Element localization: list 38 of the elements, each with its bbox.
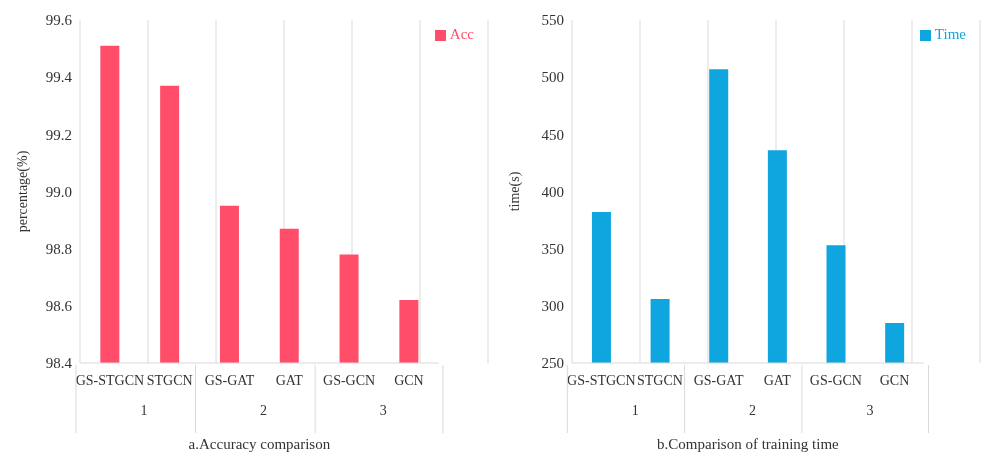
legend-label: Time	[934, 26, 966, 42]
y-tick-label: 250	[541, 355, 564, 372]
y-tick-label: 500	[541, 69, 564, 86]
x-tick-label: STGCN	[146, 373, 193, 388]
legend-label: Acc	[449, 26, 474, 42]
text: 2	[260, 403, 268, 418]
text: 2	[749, 403, 757, 418]
y-tick-label: 98.8	[45, 240, 72, 257]
y-tick-label: 550	[541, 12, 564, 29]
x-tick-label: GCN	[394, 373, 424, 388]
y-tick-label: 450	[541, 126, 564, 143]
y-tick-label: 99.6	[45, 12, 73, 29]
text: 1	[631, 403, 639, 418]
y-axis-title: percentage(%)	[14, 150, 31, 233]
text: 1	[140, 403, 148, 418]
y-tick-label: 350	[541, 240, 564, 257]
x-axis-title: b.Comparison of training time	[657, 436, 840, 452]
y-tick-label: 400	[541, 183, 564, 200]
x-tick-label: GS-GCN	[323, 373, 376, 388]
y-tick-label: 99.4	[45, 69, 73, 86]
x-tick-label: GS-GAT	[693, 373, 744, 388]
y-tick-label: 98.4	[45, 355, 73, 372]
text: 3	[379, 403, 387, 418]
x-tick-label: STGCN	[637, 373, 683, 388]
y-tick-label: 99.2	[45, 126, 72, 143]
x-tick-label: GS-GCN	[809, 373, 862, 388]
y-axis-title: time(s)	[506, 171, 523, 212]
x-tick-label: GS-GAT	[204, 373, 255, 388]
x-tick-label: GAT	[275, 373, 304, 388]
x-tick-label: GAT	[763, 373, 792, 388]
y-tick-label: 98.6	[45, 298, 73, 315]
x-tick-label: GS-STGCN	[75, 373, 145, 388]
y-tick-label: 99.0	[45, 183, 72, 200]
y-tick-label: 300	[541, 298, 564, 315]
x-tick-label: GS-STGCN	[567, 373, 636, 388]
x-tick-label: GCN	[879, 373, 910, 388]
x-axis-title: a.Accuracy comparison	[188, 436, 331, 452]
text: 3	[866, 403, 874, 418]
